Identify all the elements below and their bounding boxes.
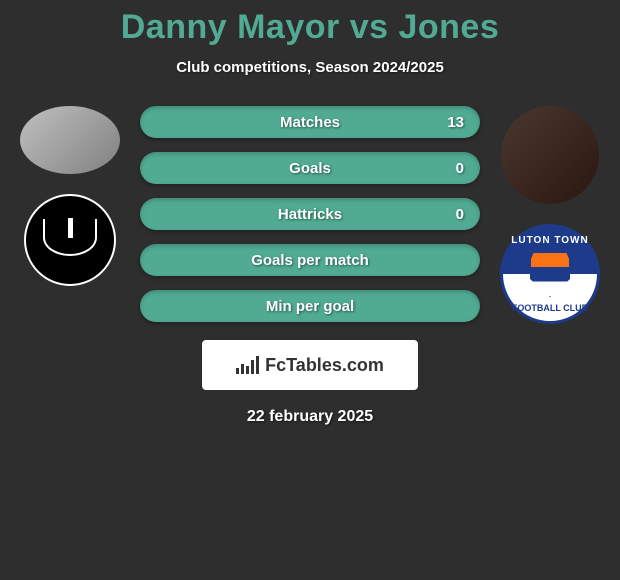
comparison-card: Danny Mayor vs Jones Club competitions, …: [0, 0, 620, 426]
team-badge-plymouth: [24, 194, 116, 286]
badge-top-text: LUTON TOWN: [511, 235, 588, 246]
stat-label: Min per goal: [266, 298, 354, 315]
chart-icon: [236, 356, 259, 374]
subtitle: Club competitions, Season 2024/2025: [0, 59, 620, 76]
badge-shield-icon: [530, 252, 570, 297]
stats-section: LUTON TOWN FOOTBALL CLUB Matches 13 Goal…: [0, 106, 620, 322]
stat-bar-matches: Matches 13: [140, 106, 480, 138]
badge-bottom-text: FOOTBALL CLUB: [512, 303, 588, 313]
stat-bars-container: Matches 13 Goals 0 Hattricks 0 Goals per…: [140, 106, 480, 322]
stat-bar-min-per-goal: Min per goal: [140, 290, 480, 322]
logo-box: FcTables.com: [202, 340, 418, 390]
logo-text: FcTables.com: [265, 355, 384, 376]
stat-value: 13: [447, 114, 464, 131]
stat-label: Goals per match: [251, 252, 369, 269]
player-right-column: LUTON TOWN FOOTBALL CLUB: [490, 106, 610, 324]
stat-label: Goals: [289, 160, 331, 177]
stat-label: Hattricks: [278, 206, 342, 223]
team-badge-luton: LUTON TOWN FOOTBALL CLUB: [500, 224, 600, 324]
stat-label: Matches: [280, 114, 340, 131]
stat-bar-goals: Goals 0: [140, 152, 480, 184]
player-left-column: [10, 106, 130, 286]
page-title: Danny Mayor vs Jones: [0, 0, 620, 47]
player-left-avatar: [20, 106, 120, 174]
stat-bar-goals-per-match: Goals per match: [140, 244, 480, 276]
date-text: 22 february 2025: [0, 408, 620, 426]
player-right-avatar: [501, 106, 599, 204]
stat-bar-hattricks: Hattricks 0: [140, 198, 480, 230]
stat-value: 0: [456, 160, 464, 177]
stat-value: 0: [456, 206, 464, 223]
